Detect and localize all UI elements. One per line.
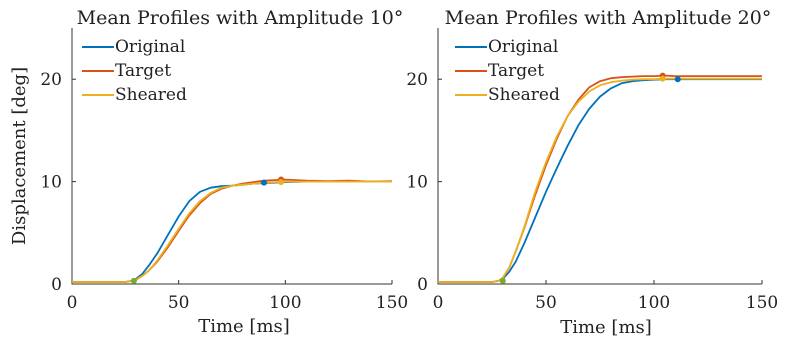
x-tick-label: 150	[746, 293, 778, 313]
y-tick-label: 0	[417, 275, 428, 295]
x-tick-label: 150	[376, 293, 408, 313]
onset-marker	[130, 277, 137, 284]
legend-label-original: Original	[115, 37, 185, 57]
series-line-original	[72, 180, 392, 283]
y-tick-label: 20	[406, 70, 428, 90]
y-tick-label: 10	[40, 173, 62, 193]
series-lines-2	[438, 74, 762, 283]
axes-2	[437, 28, 762, 285]
x-tick-label: 0	[433, 293, 444, 313]
chart-panel-1: Mean Profiles with Amplitude 10° Displac…	[9, 7, 408, 337]
x-tick-label: 100	[638, 293, 670, 313]
ticks-2: 0 50 100 150 0 10 20	[406, 70, 778, 313]
y-tick-label: 10	[406, 173, 428, 193]
x-tick-label: 50	[168, 293, 190, 313]
legend-1: Original Target Sheared	[82, 37, 187, 105]
legend-label-target: Target	[115, 61, 171, 81]
series-markers-1	[130, 176, 285, 284]
series-lines-1	[72, 178, 393, 283]
series-line-target	[438, 74, 762, 283]
legend-label-sheared: Sheared	[115, 85, 187, 105]
marker-sheared	[659, 75, 666, 82]
chart-panel-2: Mean Profiles with Amplitude 20° Time [m…	[406, 7, 778, 338]
marker-sheared	[278, 179, 285, 186]
x-tick-label: 100	[269, 293, 301, 313]
legend-2: Original Target Sheared	[455, 37, 560, 105]
onset-marker	[499, 277, 506, 284]
y-tick-label: 0	[51, 275, 62, 295]
series-line-target	[72, 178, 393, 283]
marker-original	[674, 76, 681, 83]
legend-label-original: Original	[488, 37, 558, 57]
y-tick-label: 20	[40, 70, 62, 90]
series-markers-2	[499, 72, 681, 284]
marker-original	[261, 179, 267, 186]
legend-label-target: Target	[488, 61, 544, 81]
series-line-sheared	[72, 180, 392, 283]
legend-label-sheared: Sheared	[488, 85, 560, 105]
x-axis-label-2: Time [ms]	[560, 317, 652, 338]
ticks-1: 0 50 100 150 0 10 20	[40, 70, 408, 313]
x-tick-label: 50	[535, 293, 557, 313]
chart-title-1: Mean Profiles with Amplitude 10°	[77, 7, 404, 29]
series-line-original	[438, 78, 762, 283]
x-tick-label: 0	[67, 293, 78, 313]
x-axis-label-1: Time [ms]	[198, 316, 290, 337]
series-line-sheared	[438, 77, 762, 283]
y-axis-label-1: Displacement [deg]	[9, 67, 30, 245]
chart-title-2: Mean Profiles with Amplitude 20°	[445, 7, 772, 29]
